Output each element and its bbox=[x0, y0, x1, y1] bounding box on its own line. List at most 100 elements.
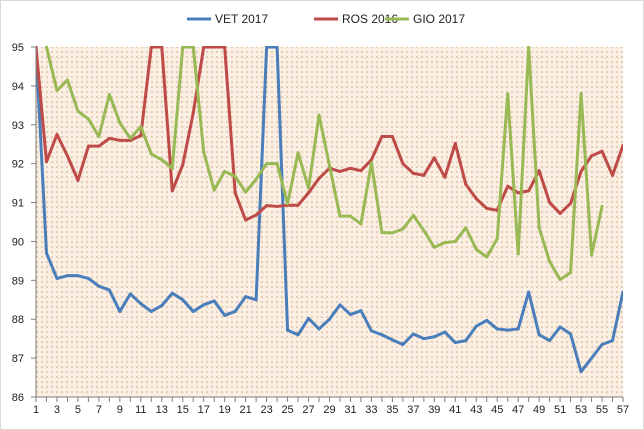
data-point bbox=[401, 343, 405, 346]
data-point bbox=[55, 133, 59, 136]
data-point bbox=[233, 175, 237, 178]
data-point bbox=[621, 143, 623, 147]
x-tick-label: 33 bbox=[365, 404, 377, 416]
legend-label: VET 2017 bbox=[215, 12, 268, 26]
y-tick-label: 91 bbox=[12, 198, 24, 210]
data-point bbox=[516, 252, 520, 256]
data-point bbox=[348, 166, 352, 170]
x-tick-label: 25 bbox=[281, 404, 293, 416]
data-point bbox=[537, 169, 541, 173]
y-tick-label: 94 bbox=[12, 81, 24, 93]
data-point bbox=[86, 117, 90, 121]
data-point bbox=[317, 327, 321, 331]
data-point bbox=[411, 332, 415, 336]
data-point bbox=[464, 339, 468, 343]
x-tick-label: 53 bbox=[575, 404, 587, 416]
data-point bbox=[338, 169, 342, 173]
data-point bbox=[495, 237, 499, 241]
data-point bbox=[307, 191, 311, 195]
x-tick-label: 1 bbox=[33, 404, 39, 416]
data-point bbox=[485, 206, 489, 210]
legend-label: ROS 2016 bbox=[342, 12, 398, 26]
data-point bbox=[485, 318, 489, 322]
data-point bbox=[338, 214, 342, 218]
data-point bbox=[369, 161, 373, 165]
data-point bbox=[265, 204, 269, 208]
data-point bbox=[160, 158, 164, 162]
y-tick-label: 87 bbox=[12, 353, 24, 365]
data-point bbox=[212, 188, 216, 192]
data-point bbox=[76, 274, 80, 278]
data-point bbox=[244, 190, 248, 194]
x-tick-label: 5 bbox=[75, 404, 81, 416]
data-point bbox=[212, 299, 216, 303]
x-tick-label: 35 bbox=[386, 404, 398, 416]
data-point bbox=[233, 309, 237, 313]
data-point bbox=[149, 309, 153, 313]
x-tick-label: 3 bbox=[54, 404, 60, 416]
data-point bbox=[118, 309, 122, 313]
data-point bbox=[181, 298, 185, 302]
x-tick-label: 29 bbox=[323, 404, 335, 416]
data-point bbox=[411, 213, 415, 217]
x-tick-label: 13 bbox=[156, 404, 168, 416]
data-point bbox=[65, 78, 69, 82]
x-tick-label: 51 bbox=[554, 404, 566, 416]
data-point bbox=[107, 288, 111, 292]
data-point bbox=[170, 291, 174, 295]
y-tick-label: 92 bbox=[12, 159, 24, 171]
data-point bbox=[453, 141, 457, 145]
data-point bbox=[348, 214, 352, 218]
series-vet-2017 bbox=[36, 46, 623, 374]
data-point bbox=[307, 316, 311, 320]
data-point bbox=[579, 370, 583, 374]
data-point bbox=[265, 46, 269, 49]
data-point bbox=[181, 163, 185, 167]
data-point bbox=[160, 304, 164, 308]
legend-label: GIO 2017 bbox=[413, 12, 465, 26]
data-point bbox=[390, 338, 394, 342]
data-point bbox=[474, 324, 478, 328]
x-tick-label: 31 bbox=[344, 404, 356, 416]
y-tick-label: 93 bbox=[12, 120, 24, 132]
data-point bbox=[443, 175, 447, 179]
data-point bbox=[244, 295, 248, 299]
x-tick-label: 39 bbox=[428, 404, 440, 416]
data-point bbox=[527, 46, 531, 49]
x-tick-label: 49 bbox=[533, 404, 545, 416]
data-point bbox=[86, 144, 90, 148]
x-tick-label: 47 bbox=[512, 404, 524, 416]
data-point bbox=[527, 290, 531, 294]
data-point bbox=[233, 191, 237, 195]
data-point bbox=[516, 327, 520, 331]
x-tick-label: 45 bbox=[491, 404, 503, 416]
data-point bbox=[160, 46, 164, 49]
data-point bbox=[107, 92, 111, 96]
data-point bbox=[516, 191, 520, 195]
data-point bbox=[380, 333, 384, 337]
x-tick-label: 19 bbox=[219, 404, 231, 416]
data-point bbox=[348, 313, 352, 317]
data-point bbox=[254, 298, 258, 302]
data-point bbox=[286, 328, 290, 332]
y-axis-ticks: 86 87 88 89 90 91 92 93 94 95 bbox=[12, 42, 24, 404]
data-point bbox=[537, 226, 541, 230]
data-point bbox=[128, 136, 132, 140]
x-tick-label: 11 bbox=[135, 404, 146, 416]
series-lines bbox=[36, 46, 623, 374]
plot-area bbox=[36, 47, 623, 397]
legend: VET 2017 ROS 2016 GIO 2017 bbox=[187, 12, 465, 26]
data-point bbox=[286, 202, 290, 206]
data-point bbox=[76, 109, 80, 113]
data-point bbox=[369, 329, 373, 333]
data-point bbox=[223, 313, 227, 317]
data-point bbox=[611, 173, 615, 177]
data-point bbox=[380, 134, 384, 138]
data-point bbox=[254, 213, 258, 217]
data-point bbox=[181, 46, 185, 49]
data-point bbox=[453, 239, 457, 243]
y-tick-label: 89 bbox=[12, 275, 24, 287]
data-point bbox=[317, 176, 321, 180]
data-point bbox=[139, 302, 143, 306]
